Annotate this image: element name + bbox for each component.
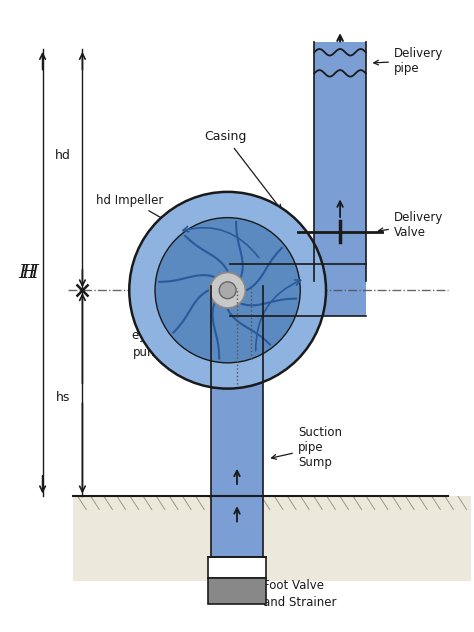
Circle shape (210, 272, 246, 308)
Bar (211, 290, 263, 557)
Bar (314, 42, 366, 281)
Text: H: H (21, 264, 38, 282)
Bar (208, 557, 266, 578)
Circle shape (129, 192, 326, 389)
Circle shape (219, 282, 236, 299)
Text: Suction
pipe
Sump: Suction pipe Sump (272, 426, 342, 469)
Text: eye of
pump: eye of pump (132, 329, 169, 359)
Text: hd: hd (55, 149, 71, 162)
Bar (73, 496, 471, 581)
Bar (208, 578, 266, 604)
Text: Delivery
pipe: Delivery pipe (374, 47, 443, 75)
Text: H: H (18, 264, 36, 282)
Text: Casing: Casing (204, 130, 281, 210)
Text: hs: hs (55, 391, 70, 404)
Bar (228, 264, 366, 316)
Text: hd Impeller: hd Impeller (97, 193, 198, 239)
Text: Delivery
Valve: Delivery Valve (378, 210, 443, 239)
Text: Foot Valve
and Strainer: Foot Valve and Strainer (263, 579, 336, 609)
Circle shape (155, 217, 300, 363)
